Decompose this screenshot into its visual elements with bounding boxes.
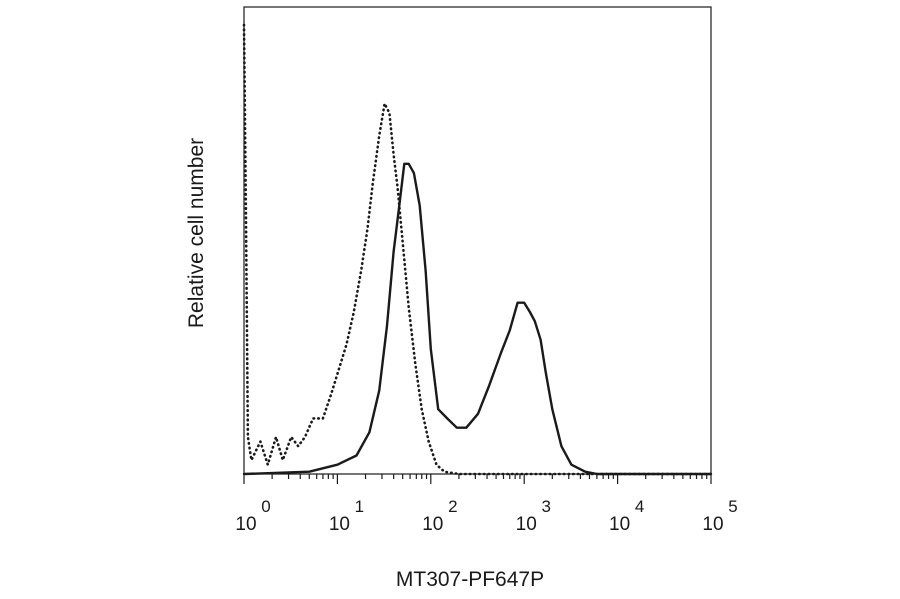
x-tick-label-base: 10 xyxy=(516,514,537,535)
x-tick-label: 10 2 xyxy=(422,497,457,535)
x-tick-label-exponent: 4 xyxy=(635,497,644,516)
x-axis-label: MT307-PF647P xyxy=(396,568,544,591)
series-layer xyxy=(242,23,713,476)
x-tick-label-exponent: 3 xyxy=(541,497,550,516)
x-tick-label-exponent: 5 xyxy=(728,497,737,516)
x-tick-label-exponent: 0 xyxy=(261,497,270,516)
x-tick-label-exponent: 2 xyxy=(448,497,457,516)
x-tick-label: 103 xyxy=(516,497,551,535)
x-tick-label-exponent: 1 xyxy=(355,497,364,516)
plot-frame xyxy=(243,6,712,475)
series-line-dotted xyxy=(242,23,713,476)
x-tick-label: 10 5 xyxy=(702,497,737,535)
x-tick-label: 10 1 xyxy=(329,497,364,535)
x-tick-label-base: 10 xyxy=(609,514,630,535)
x-tick-label-base: 10 xyxy=(235,514,256,535)
y-axis-label: Relative cell number xyxy=(185,138,208,328)
x-tick-label-base: 10 xyxy=(422,514,443,535)
x-tick-label: 10 4 xyxy=(609,497,644,535)
series-line-solid xyxy=(242,162,713,476)
x-tick-label-base: 10 xyxy=(702,514,723,535)
x-tick-label: 10 0 xyxy=(235,497,270,535)
x-tick-label-base: 10 xyxy=(329,514,350,535)
x-axis-ticks xyxy=(243,474,712,484)
